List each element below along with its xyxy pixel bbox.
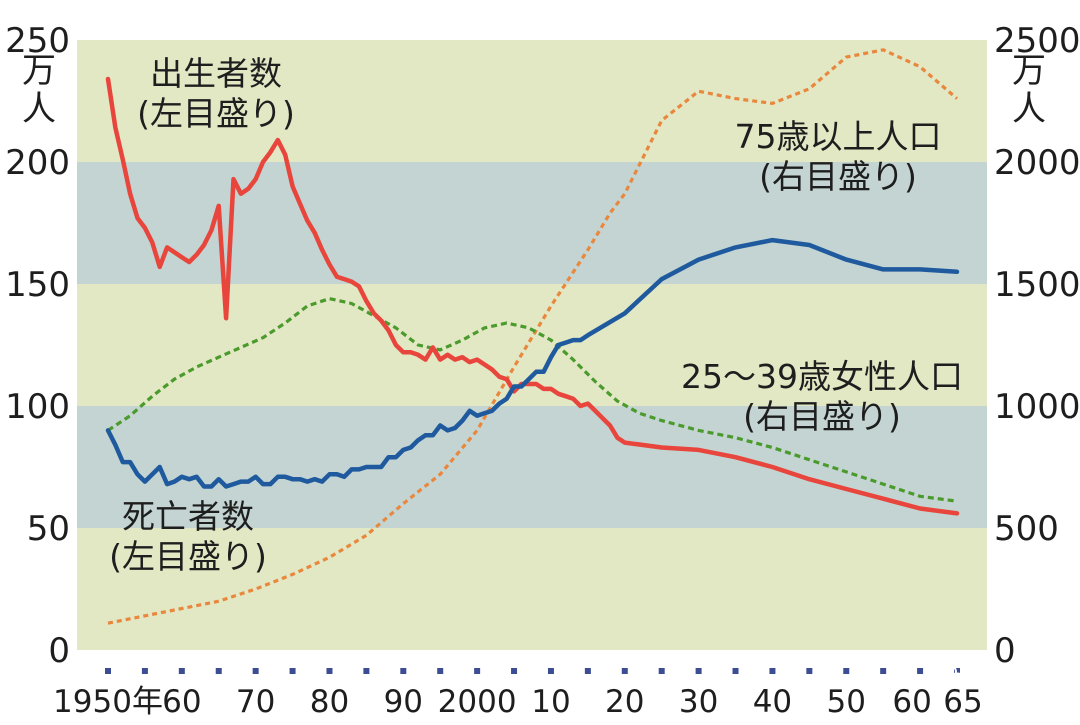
x-axis-dot: [178, 668, 185, 674]
age75-label-line1: 75歳以上人口: [735, 117, 942, 156]
x-axis-dot: [732, 668, 739, 674]
left-axis-unit-line1: 万: [22, 51, 56, 91]
x-tick-label: 60: [162, 684, 201, 720]
x-axis-dot: [547, 668, 554, 674]
x-axis-dot: [400, 668, 407, 674]
left-tick-label: 200: [5, 143, 70, 183]
x-axis-dot: [954, 668, 960, 674]
x-tick-label: 60: [892, 684, 931, 720]
x-axis-dot: [843, 668, 850, 674]
x-axis-dots: [105, 668, 960, 674]
x-axis-dot: [621, 668, 628, 674]
x-axis-dot: [252, 668, 259, 674]
x-axis-dot: [105, 668, 111, 674]
left-tick-label: 0: [48, 631, 70, 671]
x-axis-dot: [806, 668, 813, 674]
x-axis-dot: [695, 668, 702, 674]
left-axis-ticks: 0 50 100 150 200 250: [5, 21, 70, 671]
right-tick-label: 2000: [994, 143, 1080, 183]
births-label-line1: 出生者数: [150, 54, 282, 93]
x-axis-dot: [474, 668, 481, 674]
left-axis-unit-line2: 人: [22, 89, 56, 129]
left-tick-label: 100: [5, 387, 70, 427]
right-tick-label: 1000: [994, 387, 1080, 427]
wechat-icon: [935, 663, 966, 688]
right-tick-label: 500: [994, 509, 1059, 549]
births-label-line2: (左目盛り): [137, 94, 295, 133]
deaths-label-line1: 死亡者数: [122, 497, 254, 536]
x-axis-dot: [511, 668, 518, 674]
x-tick-label: 20: [605, 684, 644, 720]
x-tick-label: 70: [236, 684, 275, 720]
right-tick-label: 1500: [994, 265, 1080, 305]
right-axis-unit-line2: 人: [1012, 89, 1046, 129]
series-line-women25to39: [107, 297, 958, 503]
x-axis-dot: [437, 668, 444, 674]
x-tick-label: 40: [753, 684, 792, 720]
plot-background: [77, 40, 987, 650]
age75-label-line2: (右目盛り): [759, 157, 917, 196]
x-axis-dot: [215, 668, 222, 674]
series-layer: [105, 48, 960, 625]
right-axis-unit-line1: 万: [1012, 51, 1046, 91]
right-tick-label: 0: [994, 631, 1016, 671]
x-axis-dot: [658, 668, 665, 674]
deaths-label-line2: (左目盛り): [109, 537, 267, 576]
left-tick-label: 150: [5, 265, 70, 305]
x-axis-dot: [326, 668, 333, 674]
x-tick-label: 65: [943, 684, 982, 720]
x-axis-dot: [289, 668, 296, 674]
left-tick-label: 250: [5, 21, 70, 61]
x-axis-dot: [363, 668, 370, 674]
x-tick-label: 2000: [438, 684, 517, 720]
x-axis-dot: [584, 668, 591, 674]
x-axis-ticks: 1950年 60 70 80 90 2000 10 20 30 40 50 60 65: [53, 684, 983, 720]
right-axis-ticks: 0 500 1000 1500 2000 2500: [994, 21, 1080, 671]
x-tick-label: 80: [310, 684, 349, 720]
watermark-text: 牛弹琴: [971, 662, 1043, 690]
left-tick-label: 50: [27, 509, 70, 549]
series-line-births: [105, 76, 960, 516]
watermark: 牛弹琴: [935, 662, 1043, 690]
x-tick-label: 90: [384, 684, 423, 720]
x-axis-dot: [917, 668, 924, 674]
right-tick-label: 2500: [994, 21, 1080, 61]
x-axis-dot: [880, 668, 887, 674]
series-line-deaths: [105, 237, 960, 489]
women-label-line1: 25～39歳女性人口: [681, 357, 963, 396]
x-tick-label: 1950年: [53, 684, 163, 720]
women-label-line2: (右目盛り): [743, 397, 901, 436]
x-tick-label: 30: [679, 684, 718, 720]
x-axis-dot: [141, 668, 148, 674]
x-tick-label: 10: [531, 684, 570, 720]
x-axis-dot: [769, 668, 776, 674]
x-tick-label: 50: [827, 684, 866, 720]
